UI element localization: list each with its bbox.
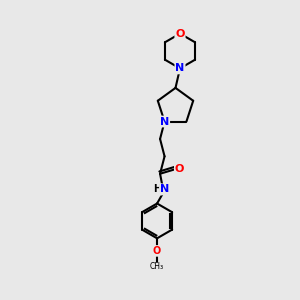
Text: O: O — [175, 164, 184, 174]
Text: N: N — [160, 116, 169, 127]
Text: N: N — [176, 63, 184, 74]
Text: O: O — [175, 28, 185, 39]
Text: H: H — [154, 184, 162, 194]
Text: O: O — [153, 246, 161, 256]
Text: N: N — [160, 184, 169, 194]
Text: CH₃: CH₃ — [150, 262, 164, 271]
